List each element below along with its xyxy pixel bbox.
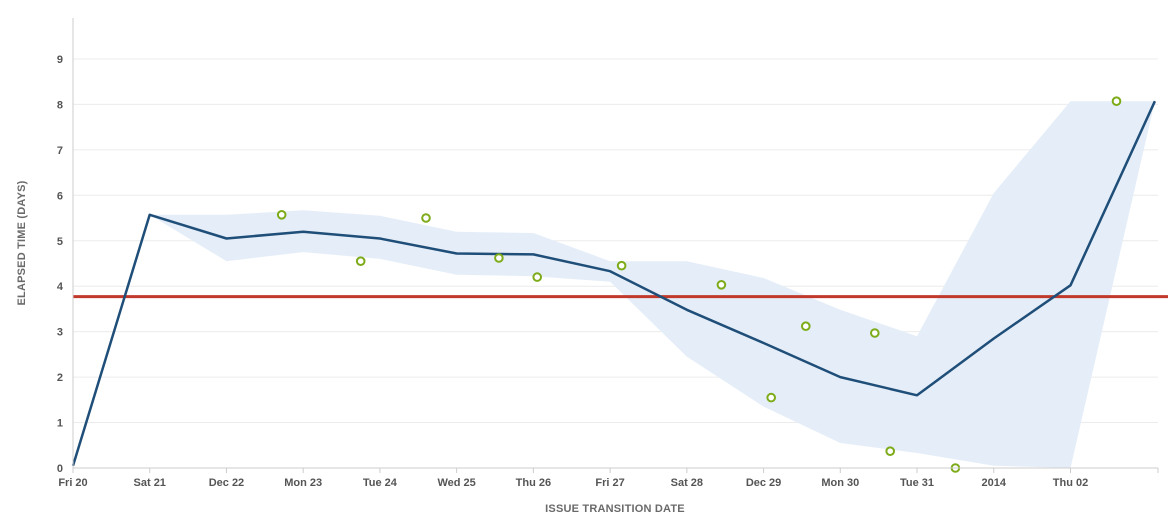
issue-point: [801, 321, 811, 332]
deviation-band-layer: [149, 101, 1155, 468]
issue-point: [766, 392, 777, 403]
issue-point: [1111, 96, 1122, 106]
issue-point: [885, 446, 896, 457]
x-axis-title: ISSUE TRANSITION DATE: [545, 503, 685, 515]
y-tick-label: 3: [57, 327, 63, 339]
x-tick-label: Mon 30: [821, 477, 859, 489]
x-tick-label: Tue 24: [363, 477, 398, 489]
y-tick-label: 1: [57, 418, 63, 430]
issue-point: [716, 280, 727, 290]
issue-point: [494, 253, 504, 263]
issue-point: [355, 256, 366, 267]
x-tick-label: Fri 20: [58, 477, 87, 489]
y-tick-label: 5: [57, 236, 63, 248]
rolling-average-layer: [71, 100, 1157, 467]
x-tick-label: Mon 23: [284, 477, 322, 489]
y-axis-title: ELAPSED TIME (DAYS): [16, 180, 28, 305]
x-tick-label: Wed 25: [437, 477, 475, 489]
x-tick-label: Dec 22: [209, 477, 244, 489]
rolling-average-line: [71, 100, 1157, 467]
issue-points-layer: [276, 96, 1122, 473]
x-tick-label: Thu 02: [1053, 477, 1088, 489]
axis-layer: 0 1 2 3 4 5 6 7 8 9 Fri 20 Sat 21 Dec 22 Mon 23 Tue 24…: [57, 18, 1159, 489]
y-tick-label: 7: [57, 145, 63, 157]
x-tick-label: 2014: [982, 477, 1007, 489]
y-tick-label: 2: [57, 372, 63, 384]
deviation-band: [149, 101, 1155, 468]
issue-point: [870, 328, 880, 338]
y-tick-label: 0: [57, 463, 63, 475]
issue-point: [532, 272, 543, 282]
issue-point: [616, 260, 627, 271]
x-tick-label: Dec 29: [746, 477, 781, 489]
x-tick-label: Sat 28: [671, 477, 703, 489]
x-tick-label: Sat 21: [134, 477, 166, 489]
x-tick-label: Fri 27: [595, 477, 624, 489]
y-tick-label: 6: [57, 190, 63, 202]
x-tick-label: Thu 26: [516, 477, 551, 489]
y-tick-label: 9: [57, 54, 63, 66]
issue-point: [276, 210, 287, 220]
issue-point: [421, 213, 431, 223]
y-tick-label: 4: [57, 281, 64, 293]
x-tick-label: Tue 31: [900, 477, 934, 489]
y-tick-label: 8: [57, 99, 63, 111]
